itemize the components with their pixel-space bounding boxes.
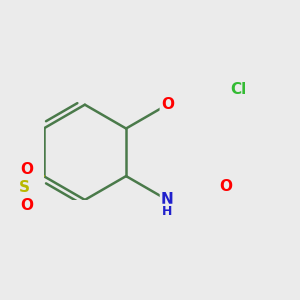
- Text: S: S: [19, 180, 29, 195]
- Text: O: O: [21, 162, 34, 177]
- Text: Cl: Cl: [231, 82, 247, 97]
- Text: H: H: [162, 205, 172, 218]
- Text: O: O: [161, 97, 174, 112]
- Text: O: O: [21, 198, 34, 213]
- Text: N: N: [161, 192, 174, 207]
- Text: O: O: [220, 179, 233, 194]
